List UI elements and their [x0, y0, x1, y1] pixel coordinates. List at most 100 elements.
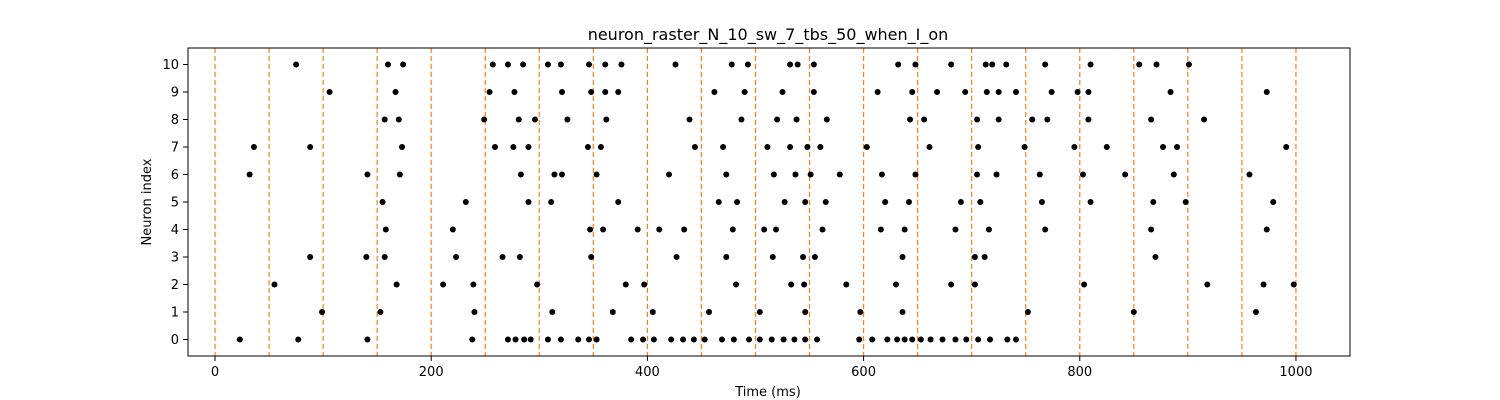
x-tick-label: 600 [851, 365, 876, 380]
spike-point [974, 171, 981, 178]
spike-point [909, 336, 916, 343]
spike-point [901, 336, 908, 343]
spike-point [453, 254, 460, 260]
spike-point [486, 89, 493, 95]
spike-point [993, 171, 1000, 178]
spike-point [593, 336, 600, 343]
spike-point [894, 336, 901, 343]
spike-point [926, 144, 933, 150]
spike-point [948, 61, 955, 68]
spike-point [516, 254, 523, 260]
spike-point [520, 61, 527, 68]
spike-point [597, 144, 604, 150]
spike-point [525, 199, 532, 205]
spike-point [551, 171, 558, 178]
spike-point [1150, 199, 1157, 205]
spike-point [1130, 309, 1137, 315]
spike-point [869, 336, 876, 343]
spike-point [975, 144, 982, 150]
spike-point [271, 281, 278, 288]
spike-point [293, 61, 300, 68]
spike-point [939, 336, 946, 343]
spike-point [557, 61, 564, 68]
x-tick-label: 200 [419, 365, 444, 380]
spike-point [746, 336, 753, 343]
spike-point [1263, 89, 1270, 95]
spike-point [1148, 226, 1155, 233]
spike-point [491, 144, 498, 150]
spike-point [733, 281, 740, 288]
spike-point [810, 89, 817, 95]
spike-points [236, 61, 1297, 343]
spike-point [1042, 61, 1049, 68]
spike-point [987, 336, 994, 343]
spike-point [400, 61, 407, 68]
spike-point [1012, 89, 1019, 95]
spike-point [907, 116, 914, 123]
spike-point [1290, 281, 1297, 288]
spike-point [1263, 226, 1270, 233]
spike-point [792, 171, 799, 178]
spike-point [804, 144, 811, 150]
spike-point [521, 336, 528, 343]
spike-point [504, 336, 511, 343]
spike-point [1148, 116, 1155, 123]
spike-point [787, 144, 794, 150]
spike-point [905, 199, 912, 205]
spike-point [392, 89, 399, 95]
spike-point [822, 199, 829, 205]
spike-point [634, 226, 641, 233]
y-tick-label: 4 [171, 223, 179, 238]
spike-point [1136, 61, 1143, 68]
spike-point [982, 61, 989, 68]
spike-point [781, 199, 788, 205]
spike-point [977, 199, 984, 205]
spike-point [899, 309, 906, 315]
spike-point [440, 281, 447, 288]
spike-point [377, 309, 384, 315]
spike-point [995, 116, 1002, 123]
spike-point [706, 309, 713, 315]
spike-point [649, 309, 656, 315]
x-tick-label: 0 [211, 365, 219, 380]
spike-point [794, 61, 801, 68]
spike-point [656, 226, 663, 233]
spike-point [588, 254, 595, 260]
spike-point [788, 281, 795, 288]
spike-point [250, 144, 257, 150]
spike-point [1185, 61, 1192, 68]
spike-point [527, 336, 534, 343]
y-tick-label: 1 [171, 306, 179, 321]
spike-point [584, 144, 591, 150]
spike-point [738, 116, 745, 123]
spike-point [1246, 171, 1253, 178]
spike-point [469, 336, 476, 343]
spike-point [989, 61, 996, 68]
spike-point [640, 336, 647, 343]
spike-point [470, 281, 477, 288]
x-tick-label: 400 [635, 365, 660, 380]
spike-point [817, 144, 824, 150]
spike-point [802, 199, 809, 205]
spike-point [1029, 116, 1036, 123]
spike-point [395, 116, 402, 123]
spike-point [779, 89, 786, 95]
spike-point [618, 61, 625, 68]
spike-point [800, 254, 807, 260]
spike-point [586, 61, 593, 68]
spike-point [921, 116, 928, 123]
spike-point [602, 61, 609, 68]
y-axis-ticks: 0 1 2 3 4 5 6 7 8 9 10 [162, 58, 188, 348]
spike-point [948, 281, 955, 288]
spike-point [534, 281, 541, 288]
spike-point [471, 309, 478, 315]
spike-point [730, 336, 737, 343]
y-tick-label: 10 [162, 58, 179, 73]
spike-point [549, 309, 556, 315]
spike-point [877, 226, 884, 233]
spike-point [517, 171, 524, 178]
spike-point [588, 89, 595, 95]
spike-point [1087, 61, 1094, 68]
spike-point [602, 89, 609, 95]
